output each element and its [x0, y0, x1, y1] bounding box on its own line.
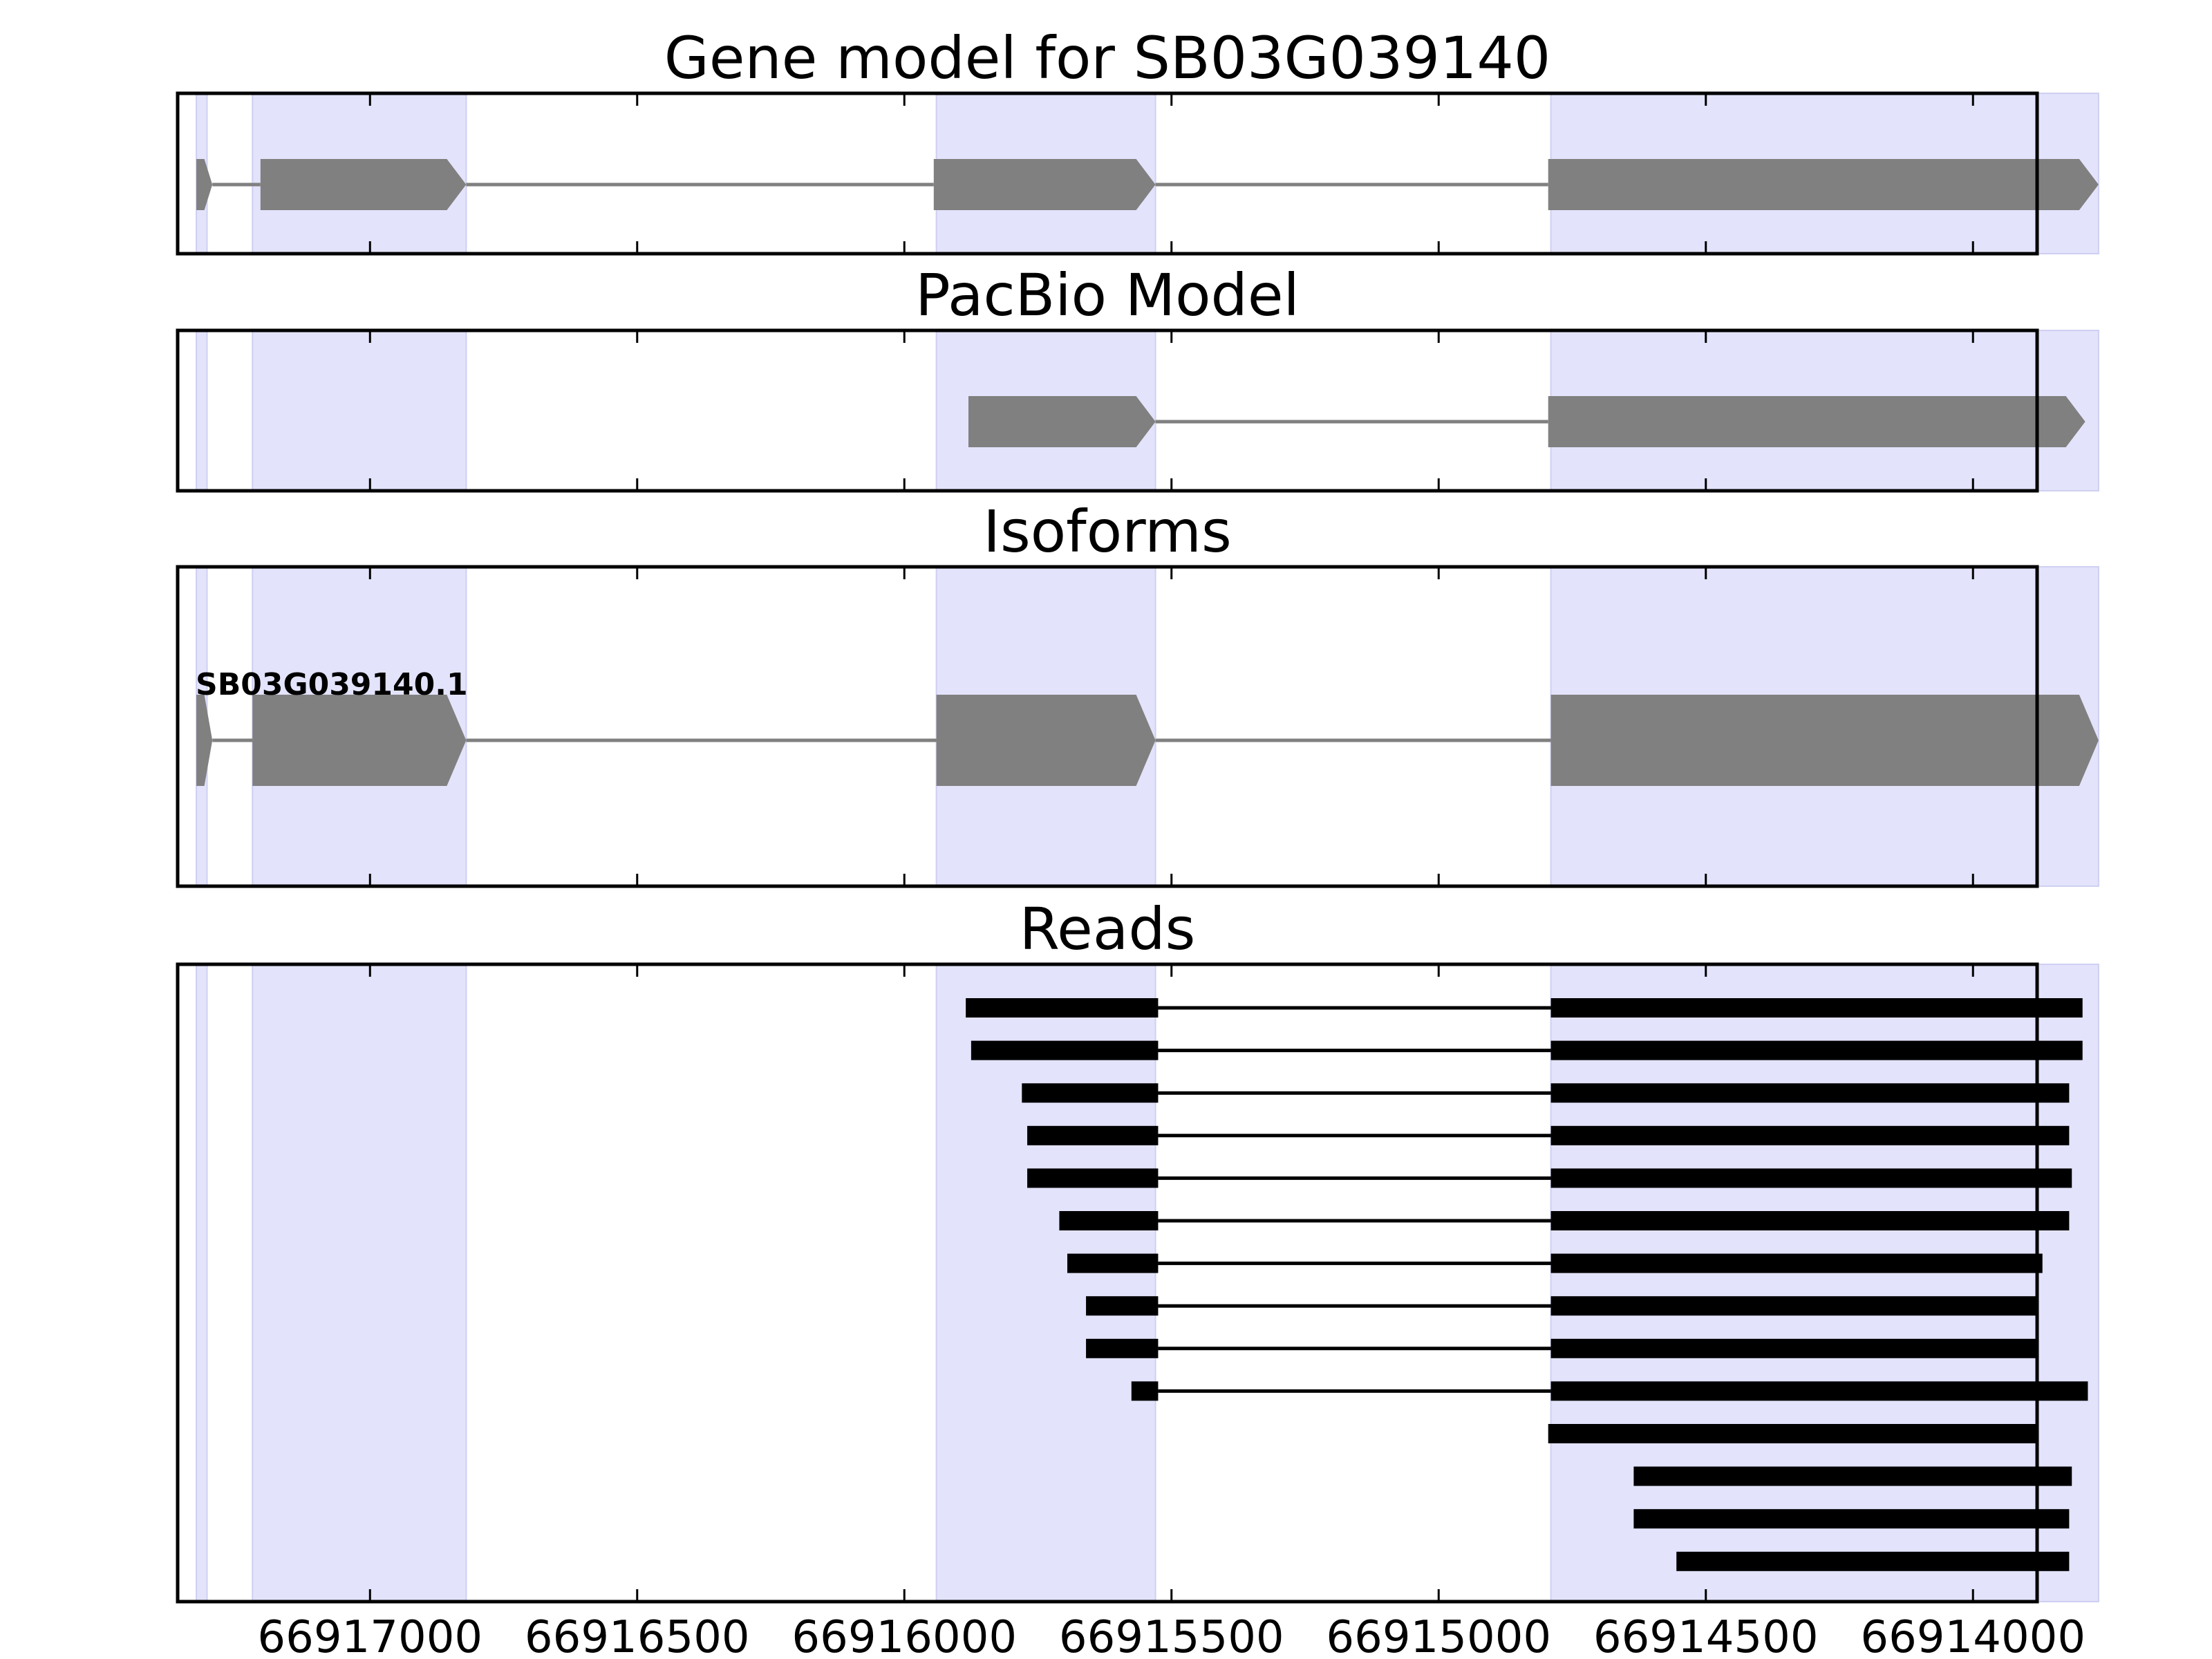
panel-frame: [176, 962, 2039, 1604]
exon-block: [1548, 396, 2086, 447]
panel-title: Isoforms: [983, 498, 1232, 565]
panel-title: PacBio Model: [915, 261, 1300, 329]
read-block: [1550, 998, 2083, 1018]
exon-highlight-region: [252, 330, 467, 491]
exon-block: [968, 396, 1156, 447]
read-block: [1550, 1125, 2070, 1145]
exon-block: [196, 695, 213, 786]
read-block: [966, 998, 1159, 1018]
panel-frame: [176, 91, 2039, 256]
read-block: [1131, 1381, 1159, 1401]
exon-highlight-region: [252, 964, 467, 1602]
isoform-label: SB03G039140.1: [196, 667, 468, 702]
exon-highlight-region: [935, 964, 1156, 1602]
read-block: [1633, 1509, 2070, 1529]
x-tick-label: 66916500: [525, 1612, 750, 1659]
read-block: [1550, 1168, 2072, 1188]
read-block: [1550, 1381, 2088, 1401]
x-tick-label: 66914000: [1860, 1612, 2086, 1659]
exon-block: [1550, 695, 2099, 786]
read-block: [1550, 1338, 2037, 1358]
read-block: [1550, 1211, 2070, 1230]
read-block: [1550, 1253, 2043, 1273]
read-block: [1086, 1296, 1159, 1316]
exon-block: [1548, 159, 2099, 210]
panel-frame: [176, 565, 2039, 888]
panel-title: Gene model for SB03G039140: [664, 24, 1550, 92]
x-tick-label: 66914500: [1593, 1612, 1819, 1659]
x-tick-label: 66915000: [1326, 1612, 1551, 1659]
exon-block: [196, 159, 213, 210]
read-block: [1550, 1040, 2083, 1060]
exon-block: [260, 159, 467, 210]
read-block: [1067, 1253, 1159, 1273]
x-tick-label: 66917000: [257, 1612, 482, 1659]
x-tick-label: 66915500: [1059, 1612, 1284, 1659]
read-block: [1027, 1125, 1159, 1145]
read-block: [1633, 1466, 2072, 1486]
read-block: [1548, 1424, 2037, 1443]
read-block: [1022, 1083, 1159, 1103]
exon-block: [936, 695, 1156, 786]
read-block: [1676, 1551, 2070, 1571]
x-tick-label: 66916000: [791, 1612, 1017, 1659]
read-block: [1550, 1296, 2037, 1316]
exon-block: [252, 695, 467, 786]
exon-highlight-region: [1550, 964, 2099, 1602]
read-block: [971, 1040, 1159, 1060]
read-block: [1059, 1211, 1159, 1230]
exon-highlight-region: [196, 964, 208, 1602]
exon-highlight-region: [196, 330, 208, 491]
read-block: [1027, 1168, 1159, 1188]
exon-block: [933, 159, 1156, 210]
read-block: [1550, 1083, 2070, 1103]
panel-frame: [176, 328, 2039, 493]
read-block: [1086, 1338, 1159, 1358]
panel-title: Reads: [1020, 895, 1196, 963]
